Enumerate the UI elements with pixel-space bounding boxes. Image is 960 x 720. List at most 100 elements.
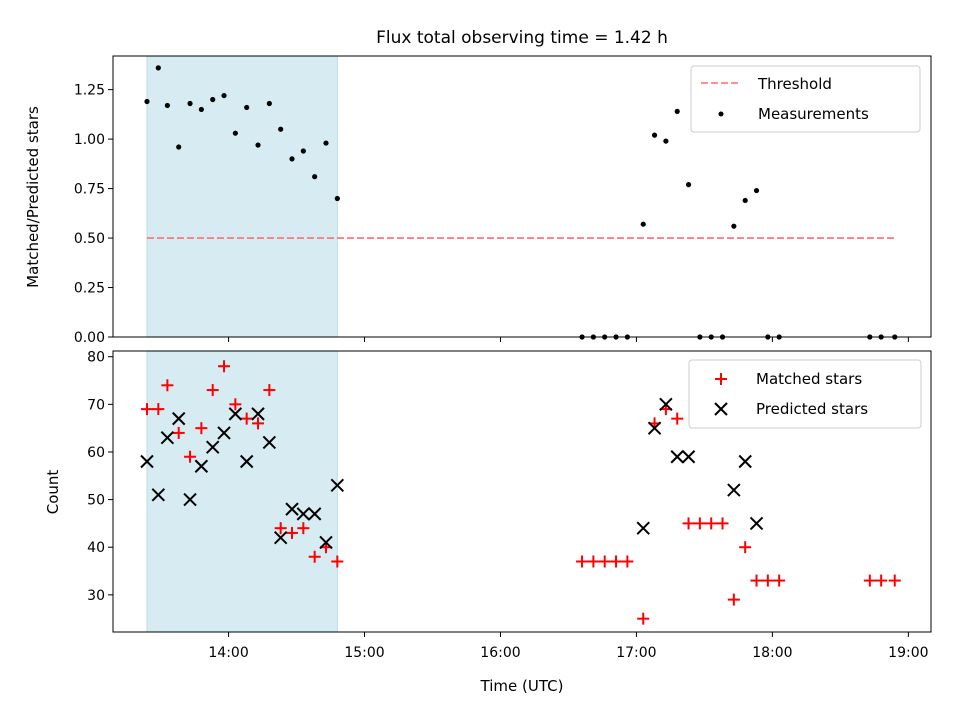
measurement-point — [312, 174, 318, 180]
measurement-point — [742, 197, 748, 204]
matched-star-point — [274, 522, 287, 535]
top-y-tick-label: 1.00 — [74, 132, 105, 148]
matched-star-point — [161, 379, 174, 392]
legend-predicted-label: Predicted stars — [756, 400, 868, 418]
measurement-point — [289, 156, 295, 162]
predicted-star-point — [205, 440, 220, 454]
matched-star-point — [637, 612, 650, 625]
top-y-tick-label: 1.25 — [74, 83, 105, 99]
measurement-point — [144, 98, 150, 105]
bottom-y-tick-label: 50 — [87, 493, 105, 509]
measurement-point — [155, 65, 161, 71]
measurement-point — [300, 148, 306, 154]
matched-star-point — [218, 360, 231, 373]
measurement-point — [663, 138, 669, 144]
bottom-y-tick-label: 60 — [87, 445, 105, 461]
matched-star-point — [750, 574, 763, 587]
measurement-point — [640, 221, 646, 227]
top-y-ticks: 0.00 0.25 0.50 0.75 1.00 1.25 — [74, 83, 113, 346]
x-tick-label: 19:00 — [888, 645, 928, 661]
measurement-point — [651, 132, 658, 138]
matched-star-point — [140, 403, 153, 416]
measurement-point — [266, 100, 272, 107]
matched-star-point — [716, 517, 729, 530]
x-tick-label: 18:00 — [752, 645, 792, 661]
measurement-point — [198, 106, 204, 113]
measurement-point — [176, 144, 182, 150]
top-panel: 0.00 0.25 0.50 0.75 1.00 1.25 Matched/Predict… — [24, 55, 932, 346]
matched-star-point — [888, 574, 901, 587]
top-legend: Threshold Measurements — [690, 65, 921, 133]
predicted-star-point — [307, 507, 322, 521]
x-tick-label: 15:00 — [344, 645, 384, 661]
matched-star-point — [229, 398, 242, 411]
top-y-tick-label: 0.75 — [74, 182, 105, 198]
measurement-point — [334, 195, 340, 202]
predicted-star-point — [749, 516, 764, 531]
matched-star-point — [587, 555, 600, 568]
matched-star-point — [240, 412, 253, 425]
predicted-star-point — [681, 450, 696, 464]
measurement-point — [221, 92, 227, 99]
matched-star-point — [152, 403, 165, 416]
matched-star-point — [297, 522, 310, 535]
top-x-ticks — [228, 337, 909, 342]
bottom-x-ticks: 14:00 15:00 16:00 17:00 18:00 19:00 — [208, 632, 929, 661]
top-y-tick-label: 0.25 — [74, 281, 105, 297]
measurement-point — [232, 130, 238, 136]
predicted-star-point — [239, 454, 254, 469]
predicted-star-point — [172, 411, 186, 426]
x-axis-label: Time (UTC) — [480, 677, 564, 695]
bottom-shaded-span — [146, 350, 338, 633]
predicted-star-point — [228, 407, 243, 421]
matched-star-point — [693, 517, 706, 530]
figure-title: Flux total observing time = 1.42 h — [376, 28, 668, 48]
legend-measurements-label: Measurements — [758, 105, 869, 123]
measurement-point — [685, 182, 692, 188]
predicted-star-point — [330, 478, 345, 493]
predicted-star-point — [262, 435, 277, 450]
top-axes-frame — [112, 55, 932, 338]
predicted-star-point — [183, 492, 197, 507]
measurement-point — [278, 126, 284, 132]
measurement-point — [731, 223, 737, 229]
matched-star-point — [172, 426, 185, 439]
top-y-tick-label: 0.00 — [74, 330, 105, 346]
predicted-star-point — [659, 397, 673, 412]
measurement-point — [323, 140, 329, 146]
predicted-star-point — [647, 421, 662, 435]
predicted-star-point — [217, 426, 231, 440]
predicted-star-point — [738, 454, 752, 469]
matched-star-point — [195, 422, 208, 435]
matched-star-point — [184, 450, 197, 463]
predicted-star-point — [194, 459, 209, 473]
matched-star-point — [875, 574, 888, 587]
predicted-star-point — [319, 535, 333, 550]
bottom-y-tick-label: 40 — [87, 540, 105, 556]
matched-star-point — [598, 555, 611, 568]
bottom-axes-frame — [112, 350, 932, 633]
top-legend-box — [690, 65, 921, 133]
x-tick-label: 16:00 — [480, 645, 520, 661]
x-tick-label: 17:00 — [616, 645, 656, 661]
matched-star-point — [610, 555, 623, 568]
bottom-y-tick-label: 70 — [87, 397, 105, 413]
matched-star-point — [331, 555, 344, 568]
top-y-tick-label: 0.50 — [74, 231, 105, 247]
measurement-point — [244, 104, 250, 111]
measurement-point — [187, 100, 193, 107]
predicted-star-point — [151, 488, 166, 502]
matched-star-point — [761, 574, 774, 587]
matched-star-point — [773, 574, 786, 587]
bottom-legend: Matched stars Predicted stars — [688, 359, 922, 429]
matched-star-point — [576, 555, 589, 568]
measurement-point — [674, 108, 680, 115]
bottom-y-tick-label: 80 — [87, 350, 105, 366]
predicted-star-point — [160, 430, 175, 445]
matched-star-point — [286, 526, 299, 539]
predicted-star-point — [670, 450, 684, 464]
measurement-point — [164, 102, 170, 109]
legend-measurements-swatch — [718, 111, 724, 117]
matched-star-point — [863, 574, 876, 587]
